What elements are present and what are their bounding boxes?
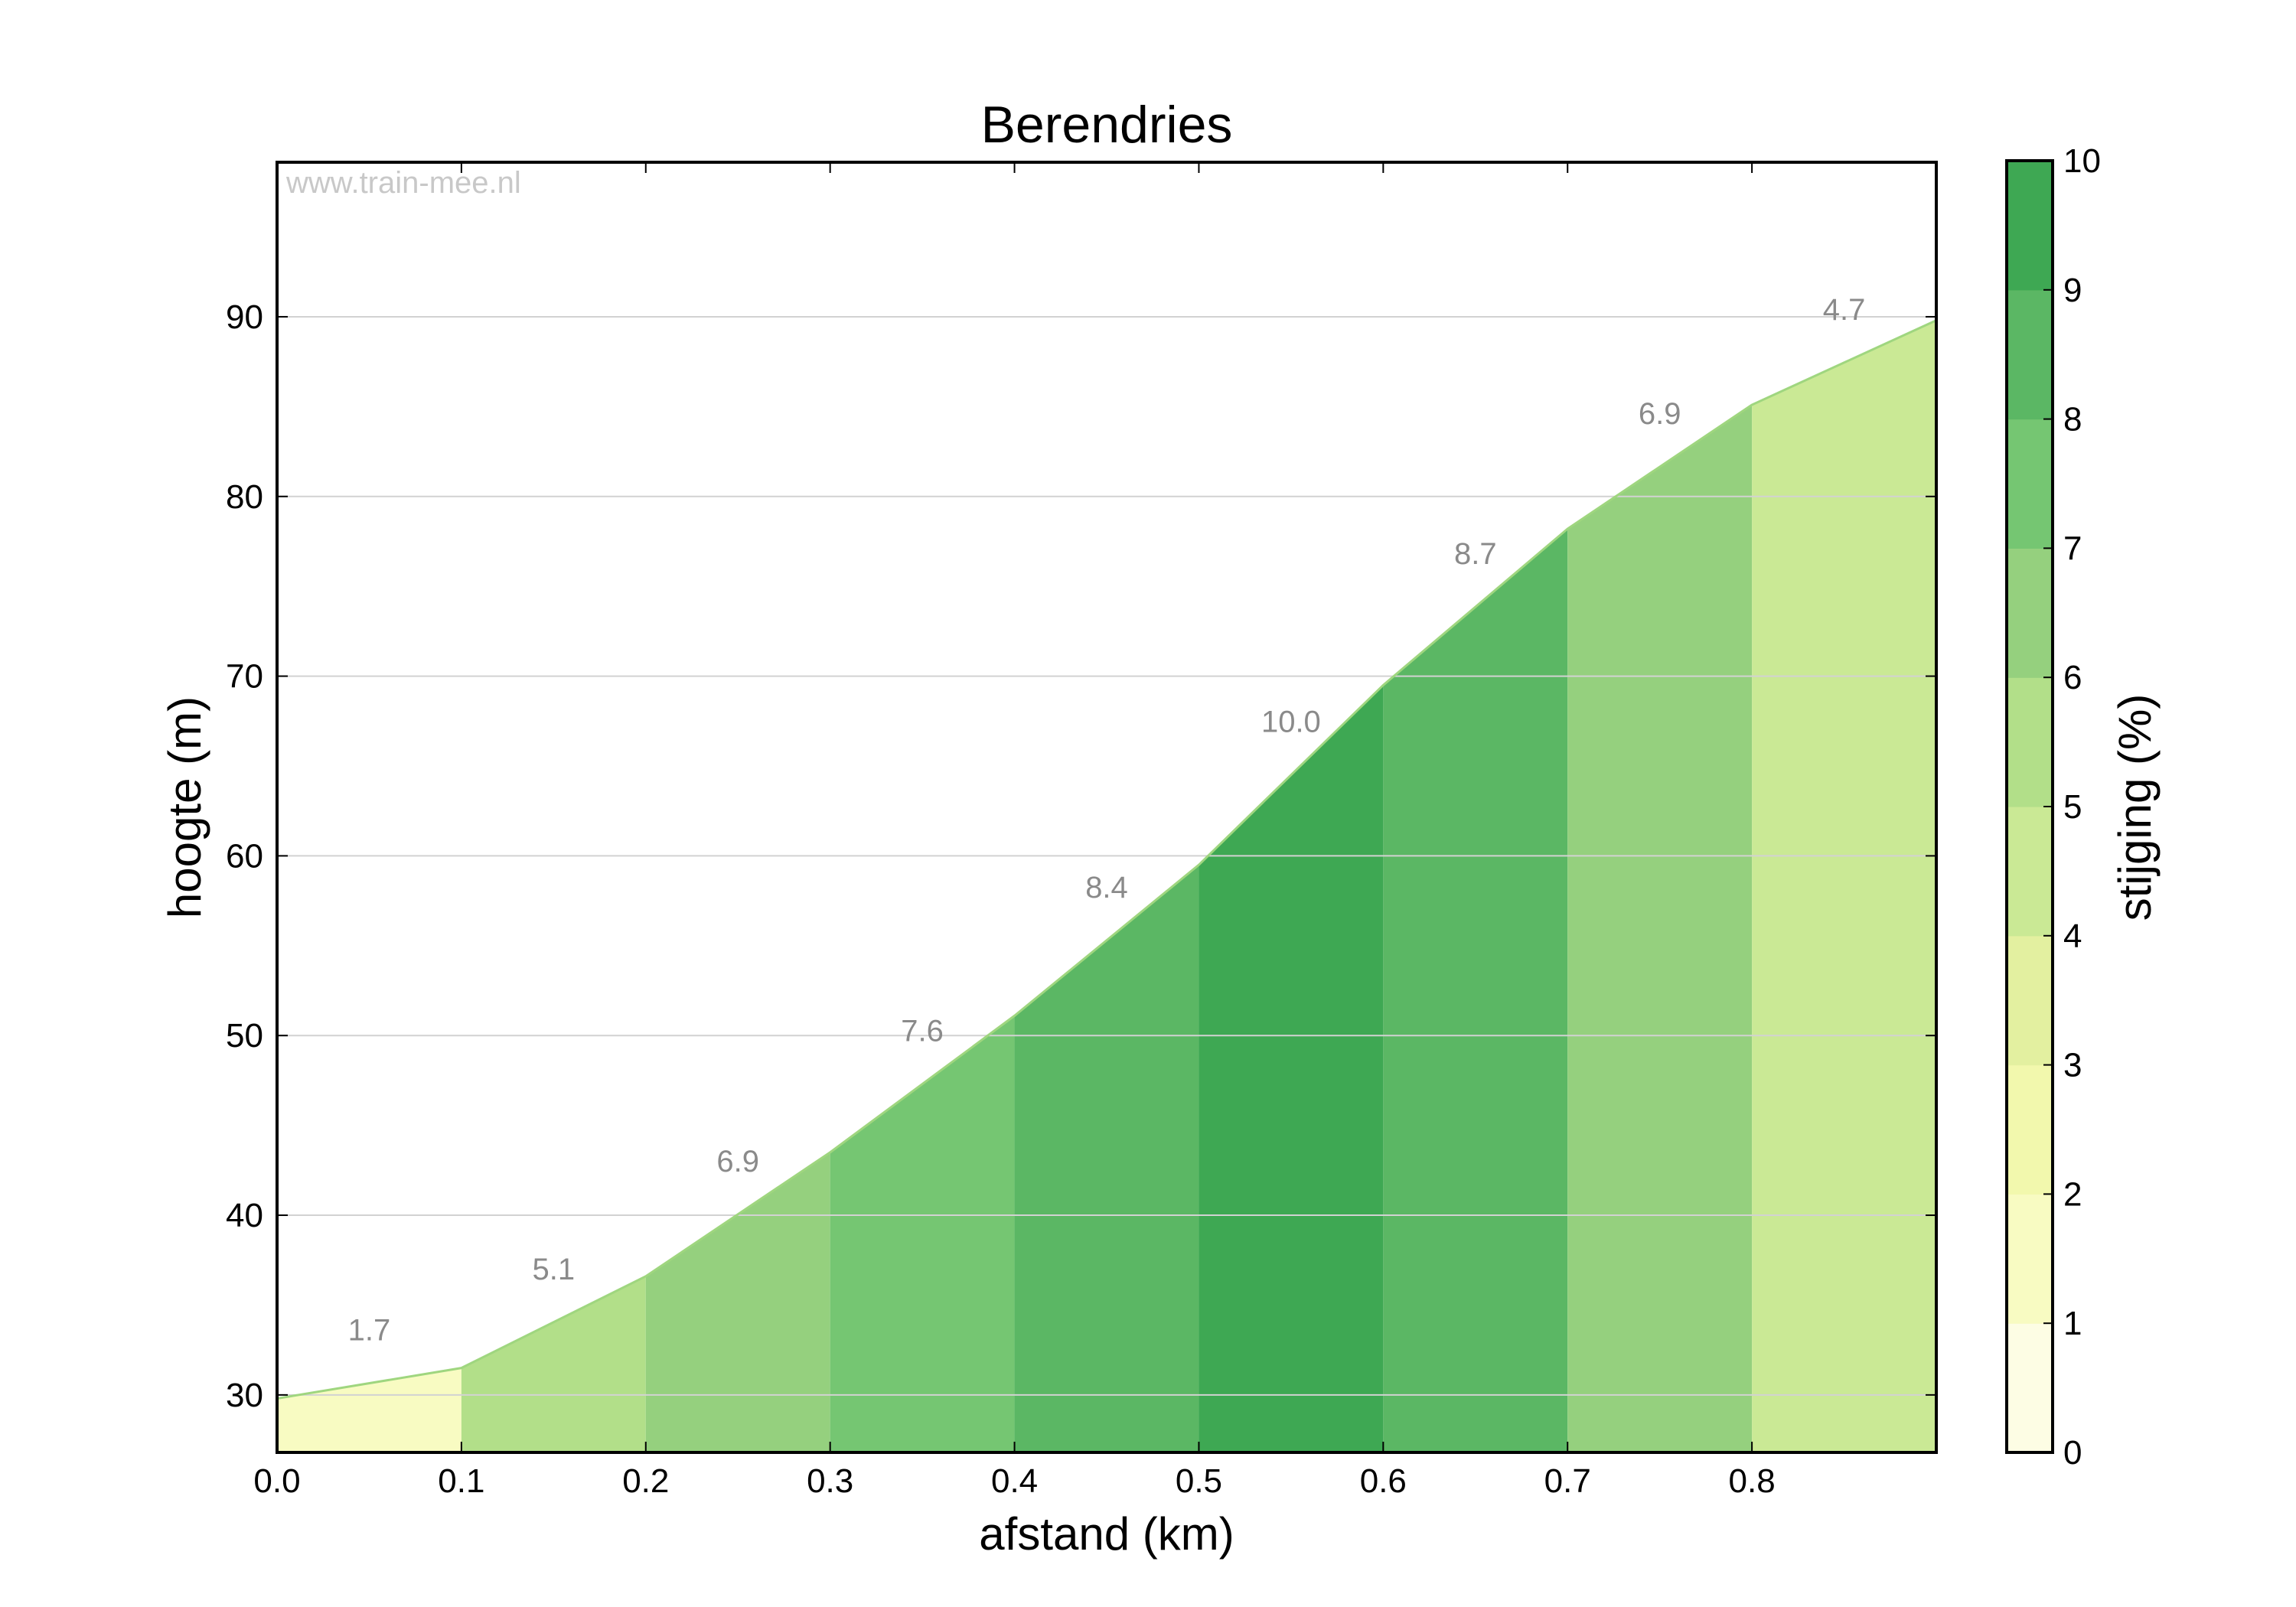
- colorbar-band: [2007, 1194, 2053, 1324]
- watermark: www.train-mee.nl: [285, 166, 521, 200]
- x-tick-label: 0.1: [438, 1462, 484, 1500]
- x-tick-label: 0.4: [991, 1462, 1038, 1500]
- colorbar-tick-label: 7: [2063, 530, 2082, 567]
- area-segment: [1752, 320, 1936, 1453]
- area-segment: [277, 1367, 461, 1452]
- y-tick-label: 80: [226, 478, 263, 516]
- area-segment: [830, 1015, 1015, 1452]
- area-segment: [1567, 405, 1753, 1452]
- x-tick-label: 0.6: [1360, 1462, 1407, 1500]
- grade-label: 1.7: [348, 1314, 391, 1348]
- x-tick-label: 0.3: [807, 1462, 853, 1500]
- area-segment: [1199, 685, 1384, 1452]
- area-segment: [1014, 865, 1199, 1452]
- colorbar-band: [2007, 677, 2053, 807]
- y-tick-label: 30: [226, 1377, 263, 1414]
- colorbar-tick-label: 0: [2063, 1434, 2082, 1472]
- y-tick-label: 60: [226, 837, 263, 875]
- colorbar-tick-label: 1: [2063, 1305, 2082, 1342]
- colorbar-band: [2007, 419, 2053, 549]
- grid-lines: [277, 315, 1936, 1396]
- x-tick-label: 0.0: [253, 1462, 300, 1500]
- grade-label: 4.7: [1823, 293, 1866, 327]
- colorbar-tick-label: 5: [2063, 788, 2082, 826]
- x-tick-label: 0.5: [1176, 1462, 1222, 1500]
- colorbar-band: [2007, 935, 2053, 1066]
- grade-label: 8.7: [1454, 537, 1497, 571]
- profile-line: [276, 319, 1937, 1400]
- colorbar-tick-label: 4: [2063, 918, 2082, 955]
- y-tick-label: 90: [226, 298, 263, 336]
- grade-label: 5.1: [533, 1253, 576, 1286]
- x-axis-title: afstand (km): [979, 1508, 1234, 1560]
- y-tick-label: 70: [226, 658, 263, 696]
- grade-label: 7.6: [901, 1015, 944, 1048]
- colorbar-tick-label: 9: [2063, 272, 2082, 309]
- area-segment: [461, 1276, 646, 1452]
- plot-frame: [276, 161, 1938, 1454]
- colorbar-tick-label: 3: [2063, 1047, 2082, 1084]
- y-tick-label: 50: [226, 1017, 263, 1054]
- colorbar-tick-label: 8: [2063, 401, 2082, 438]
- grade-label: 10.0: [1261, 706, 1321, 739]
- grade-labels: 1.7 5.1 6.9 7.6 8.4 10.0 8.7 6.9 4.7: [348, 293, 1866, 1348]
- area-segment: [1383, 529, 1568, 1452]
- x-tick-label: 0.7: [1544, 1462, 1591, 1500]
- grade-label: 6.9: [716, 1145, 759, 1178]
- area-segment: [645, 1152, 830, 1452]
- axis-ticks: 0.0 0.1 0.2 0.3 0.4 0.5 0.6 0.7 0.8 30 40 50 60 70 80 9…: [226, 162, 1936, 1500]
- colorbar-tick-label: 6: [2063, 659, 2082, 696]
- grade-label: 8.4: [1085, 871, 1128, 905]
- elevation-area: [277, 320, 1936, 1453]
- colorbar-band: [2007, 548, 2053, 678]
- colorbar-band: [2007, 1323, 2053, 1453]
- colorbar-band: [2007, 807, 2053, 937]
- chart-title: Berendries: [981, 96, 1233, 154]
- profile-line-layer: [276, 319, 1937, 1400]
- x-tick-label: 0.8: [1729, 1462, 1776, 1500]
- grade-label: 6.9: [1639, 397, 1681, 431]
- colorbar-tick-label: 2: [2063, 1175, 2082, 1213]
- y-axis-title: hoogte (m): [159, 696, 210, 918]
- colorbar: 0 1 2 3 4 5 6 7 8 9 10: [2005, 142, 2101, 1472]
- colorbar-band: [2007, 161, 2053, 291]
- y-tick-label: 40: [226, 1197, 263, 1234]
- colorbar-band: [2007, 289, 2053, 420]
- x-tick-label: 0.2: [622, 1462, 669, 1500]
- colorbar-band: [2007, 1064, 2053, 1195]
- colorbar-title: stijging (%): [2109, 694, 2161, 921]
- colorbar-tick-label: 10: [2063, 142, 2101, 180]
